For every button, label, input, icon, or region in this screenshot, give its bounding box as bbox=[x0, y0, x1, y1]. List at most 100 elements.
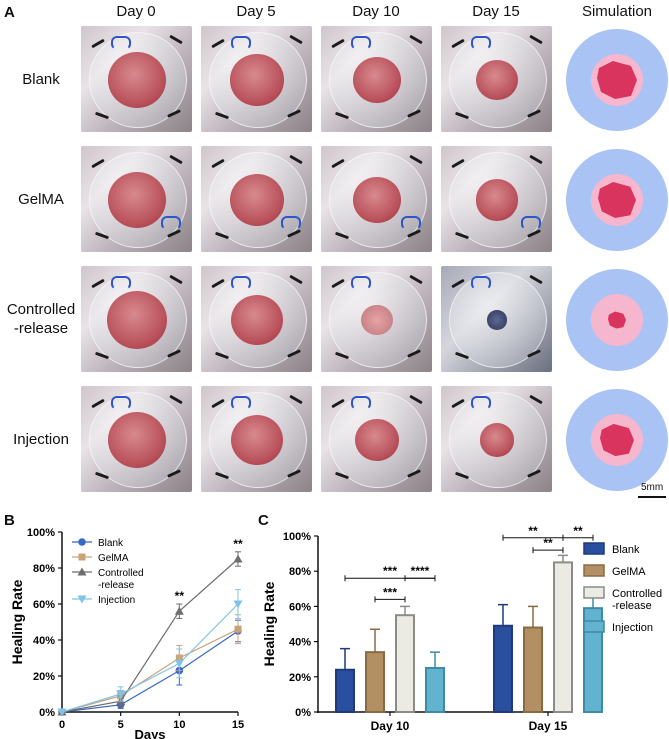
series-line bbox=[61, 603, 239, 713]
data-point bbox=[78, 553, 86, 561]
legend-item: Controlled-release bbox=[72, 567, 144, 591]
data-point bbox=[116, 690, 126, 699]
ink-mark bbox=[401, 216, 421, 230]
wound-area bbox=[108, 412, 166, 468]
row-label: GelMA bbox=[2, 190, 80, 209]
significance-bracket: ** bbox=[562, 524, 594, 541]
panel-b-letter: B bbox=[4, 512, 15, 529]
simulation-diagram bbox=[566, 29, 668, 131]
wound-area bbox=[476, 59, 518, 101]
row-label: Controlled -release bbox=[2, 300, 80, 338]
legend-item: Controlled-release bbox=[583, 586, 662, 612]
ink-mark bbox=[351, 276, 371, 290]
row-label: Blank bbox=[2, 70, 80, 89]
suture-knot bbox=[289, 394, 303, 405]
wound-photo bbox=[81, 26, 192, 132]
significance-label: ** bbox=[528, 524, 538, 538]
data-point bbox=[57, 708, 67, 717]
suture-knot bbox=[409, 274, 423, 285]
bar bbox=[365, 651, 385, 714]
data-point bbox=[78, 538, 86, 546]
bar bbox=[395, 614, 415, 713]
data-point bbox=[234, 625, 242, 633]
column-header-day-10: Day 10 bbox=[352, 3, 400, 20]
suture-knot bbox=[409, 394, 423, 405]
wound-photo bbox=[201, 146, 312, 252]
legend-item: Blank bbox=[72, 538, 124, 549]
suture-knot bbox=[529, 394, 543, 405]
legend-item: GelMA bbox=[72, 553, 129, 564]
row-label: Injection bbox=[2, 430, 80, 449]
significance-label: ** bbox=[175, 589, 185, 603]
series-line bbox=[61, 558, 239, 713]
column-header-day-15: Day 15 bbox=[472, 3, 520, 20]
significance-bracket: **** bbox=[404, 564, 436, 582]
suture-knot bbox=[529, 274, 543, 285]
data-point bbox=[174, 659, 184, 668]
y-tick-label: 80% bbox=[289, 566, 311, 578]
wound-area bbox=[230, 54, 284, 106]
legend-label: Controlled bbox=[98, 568, 144, 579]
y-tick-label: 0% bbox=[295, 707, 311, 719]
significance-bracket: *** bbox=[374, 585, 406, 603]
series-gelma bbox=[58, 614, 242, 716]
simulation-diagram bbox=[566, 149, 668, 251]
wound-photo bbox=[81, 146, 192, 252]
wound-area bbox=[230, 414, 284, 466]
suture-knot bbox=[169, 34, 183, 45]
row-label-line: Controlled bbox=[6, 301, 76, 318]
bar bbox=[583, 607, 603, 713]
wound-area bbox=[108, 52, 166, 108]
category-label: Day 10 bbox=[371, 719, 410, 733]
bar bbox=[523, 626, 543, 713]
ink-mark bbox=[351, 36, 371, 50]
scale-bar bbox=[638, 496, 666, 498]
data-point bbox=[77, 567, 87, 576]
legend-swatch bbox=[583, 586, 605, 599]
significance-bracket: ** bbox=[502, 524, 564, 541]
suture-knot bbox=[409, 154, 423, 165]
column-header-simulation: Simulation bbox=[581, 3, 653, 20]
ink-mark bbox=[281, 216, 301, 230]
ink-mark bbox=[111, 276, 131, 290]
simulation-wound bbox=[608, 311, 626, 329]
y-tick-label: 100% bbox=[283, 531, 311, 543]
significance-label: **** bbox=[411, 564, 430, 578]
wound-photo bbox=[441, 266, 552, 372]
legend-label: GelMA bbox=[612, 566, 646, 578]
legend-item: Blank bbox=[583, 542, 640, 556]
suture-knot bbox=[289, 274, 303, 285]
legend-item: Injection bbox=[72, 595, 135, 606]
ink-mark bbox=[231, 276, 251, 290]
x-axis-label: Days bbox=[134, 727, 165, 739]
y-tick-label: 60% bbox=[33, 599, 55, 611]
wound-photo bbox=[441, 386, 552, 492]
wound-area bbox=[108, 172, 166, 228]
series-controlled-release bbox=[57, 551, 243, 716]
wound-photo bbox=[321, 26, 432, 132]
x-tick-label: 5 bbox=[118, 719, 124, 731]
suture-knot bbox=[169, 274, 183, 285]
significance-bracket: ** bbox=[532, 536, 564, 554]
wound-photo bbox=[81, 386, 192, 492]
legend-item: Injection bbox=[583, 620, 653, 634]
simulation-diagram bbox=[566, 269, 668, 371]
ink-mark bbox=[231, 396, 251, 410]
wound-photo bbox=[81, 266, 192, 372]
significance-label: ** bbox=[543, 536, 553, 550]
wound-area bbox=[361, 304, 393, 336]
legend-label: GelMA bbox=[98, 553, 129, 564]
legend-label: Blank bbox=[98, 538, 124, 549]
legend-swatch bbox=[583, 542, 605, 555]
wound-area bbox=[355, 419, 399, 461]
wound-area bbox=[106, 290, 168, 350]
y-axis-label: Healing Rate bbox=[261, 581, 277, 666]
y-tick-label: 40% bbox=[33, 635, 55, 647]
y-axis-label: Healing Rate bbox=[9, 579, 25, 664]
legend-label: Blank bbox=[612, 544, 640, 556]
bar-chart: 0% 20% 40% 60% 80% 100% Healing Rate Day 10 Day … bbox=[261, 524, 662, 733]
series-blank bbox=[58, 619, 242, 716]
bar bbox=[553, 561, 573, 714]
bar bbox=[493, 624, 513, 713]
simulation-wound bbox=[597, 61, 637, 99]
